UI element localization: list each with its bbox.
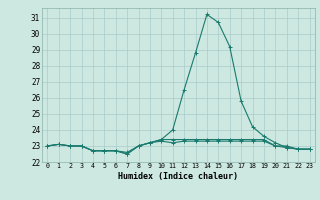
X-axis label: Humidex (Indice chaleur): Humidex (Indice chaleur) [118,172,238,181]
